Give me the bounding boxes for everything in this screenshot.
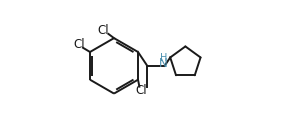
Text: N: N	[159, 57, 168, 70]
Text: Cl: Cl	[73, 38, 85, 51]
Text: Cl: Cl	[135, 84, 147, 97]
Text: H: H	[160, 53, 167, 63]
Text: Cl: Cl	[98, 24, 110, 37]
